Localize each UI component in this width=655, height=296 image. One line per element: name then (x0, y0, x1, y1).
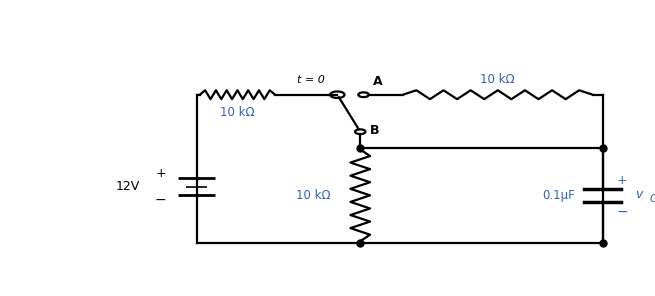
Text: 12V: 12V (115, 180, 140, 193)
Text: 0.1μF: 0.1μF (542, 189, 575, 202)
Text: 10 kΩ: 10 kΩ (296, 189, 331, 202)
Text: A: A (373, 75, 383, 88)
Text: B: B (370, 124, 380, 137)
Text: C: C (650, 194, 655, 204)
Text: t = 0: t = 0 (297, 75, 325, 85)
Text: −: − (616, 205, 628, 219)
Text: 10 kΩ: 10 kΩ (481, 73, 515, 86)
Text: −: − (155, 193, 166, 207)
Text: +: + (155, 167, 166, 180)
Text: v: v (635, 188, 643, 201)
Text: +: + (617, 174, 627, 187)
Text: 10 kΩ: 10 kΩ (220, 106, 255, 119)
